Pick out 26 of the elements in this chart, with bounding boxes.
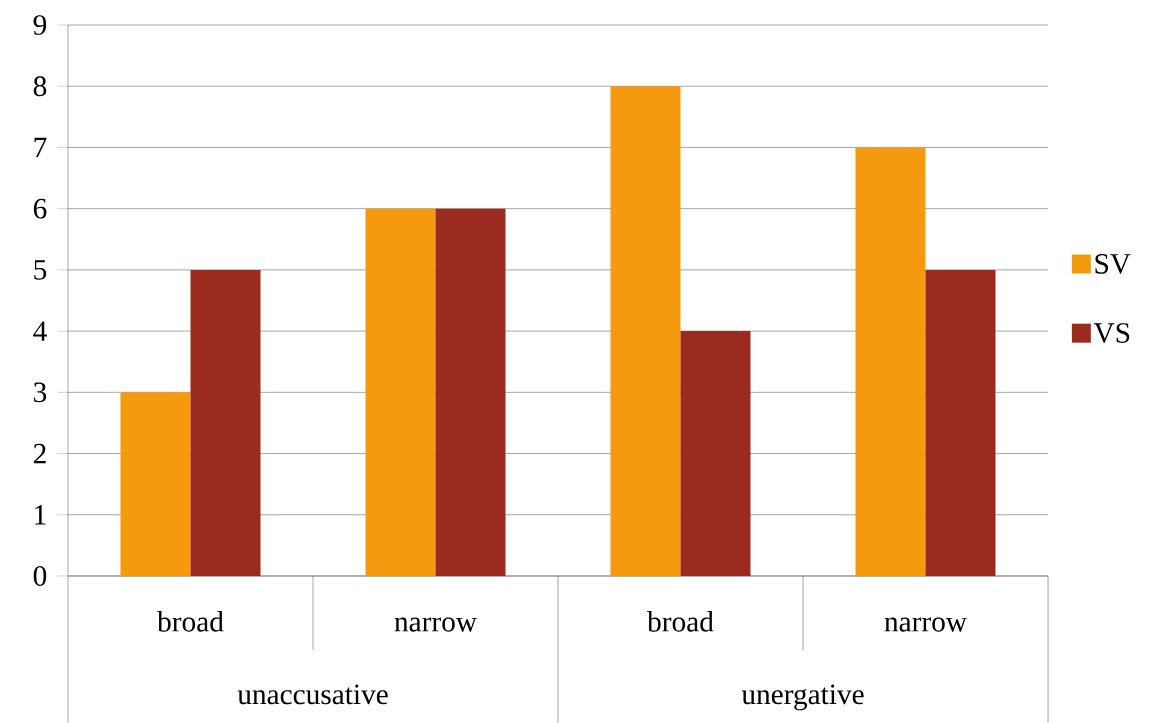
x-tick-label: narrow bbox=[394, 617, 477, 632]
text: unergative bbox=[741, 684, 864, 711]
y-tick-label: 2 bbox=[33, 443, 46, 464]
x-tick-label: broad bbox=[157, 611, 224, 632]
y-tick-label: 7 bbox=[34, 137, 47, 158]
y-tick-label: 1 bbox=[35, 505, 46, 525]
legend-label: VS bbox=[1093, 323, 1130, 344]
y-tick-label: 6 bbox=[33, 198, 47, 219]
text: unaccusative bbox=[237, 684, 388, 705]
y-tick-label: 8 bbox=[33, 76, 47, 97]
y-tick-label: 3 bbox=[34, 382, 47, 403]
y-tick-label: 9 bbox=[33, 15, 47, 35]
bar bbox=[855, 147, 926, 576]
y-tick-label: 0 bbox=[33, 566, 47, 586]
bar bbox=[365, 208, 436, 576]
bar bbox=[190, 269, 261, 576]
legend-label: SV bbox=[1095, 254, 1131, 274]
x-tick-label: broad bbox=[647, 611, 714, 632]
bar bbox=[435, 208, 506, 576]
bar bbox=[925, 269, 996, 576]
y-tick-label: 5 bbox=[34, 260, 47, 280]
x-tick-label: narrow bbox=[884, 617, 967, 632]
bar bbox=[120, 392, 191, 576]
bar bbox=[610, 86, 681, 576]
y-tick-label: 4 bbox=[33, 321, 47, 341]
bar bbox=[680, 331, 751, 576]
